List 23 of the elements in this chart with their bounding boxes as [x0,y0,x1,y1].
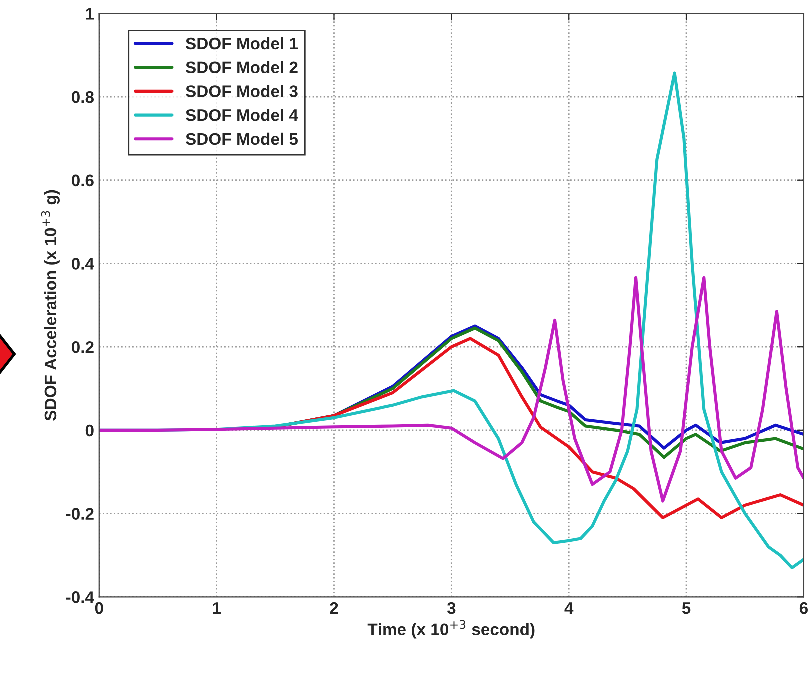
x-axis-title: Time (x 10$^{+3}$ second) [368,620,535,639]
y-tick-label: 0.2 [72,341,94,354]
x-tick-label: 4 [564,602,574,614]
legend-label: SDOF Model 3 [186,85,298,98]
x-tick-label: 3 [447,602,456,614]
y-tick-label: 0.4 [72,258,94,270]
legend-label: SDOF Model 5 [186,132,298,146]
y-tick-label: 0.8 [72,91,94,104]
x-tick-label: 1 [213,602,221,614]
legend-label: SDOF Model 4 [186,109,298,122]
legend-label: SDOF Model 2 [186,61,298,74]
x-tick-label: 0 [95,602,104,614]
y-tick-label: -0.4 [66,592,94,604]
y-tick-label: -0.2 [66,508,94,520]
x-tick-label: 6 [800,602,808,614]
y-tick-label: 0 [86,424,94,437]
line-series [99,276,804,503]
x-tick-label: 5 [682,602,691,614]
legend-label: SDOF Model 1 [186,37,298,50]
y-tick-label: 0.6 [72,174,94,187]
x-tick-label: 2 [330,602,338,614]
y-axis-title: SDOF Acceleration (x 10$^{+3}$ g) [41,190,60,421]
y-tick-label: 1 [86,8,94,20]
